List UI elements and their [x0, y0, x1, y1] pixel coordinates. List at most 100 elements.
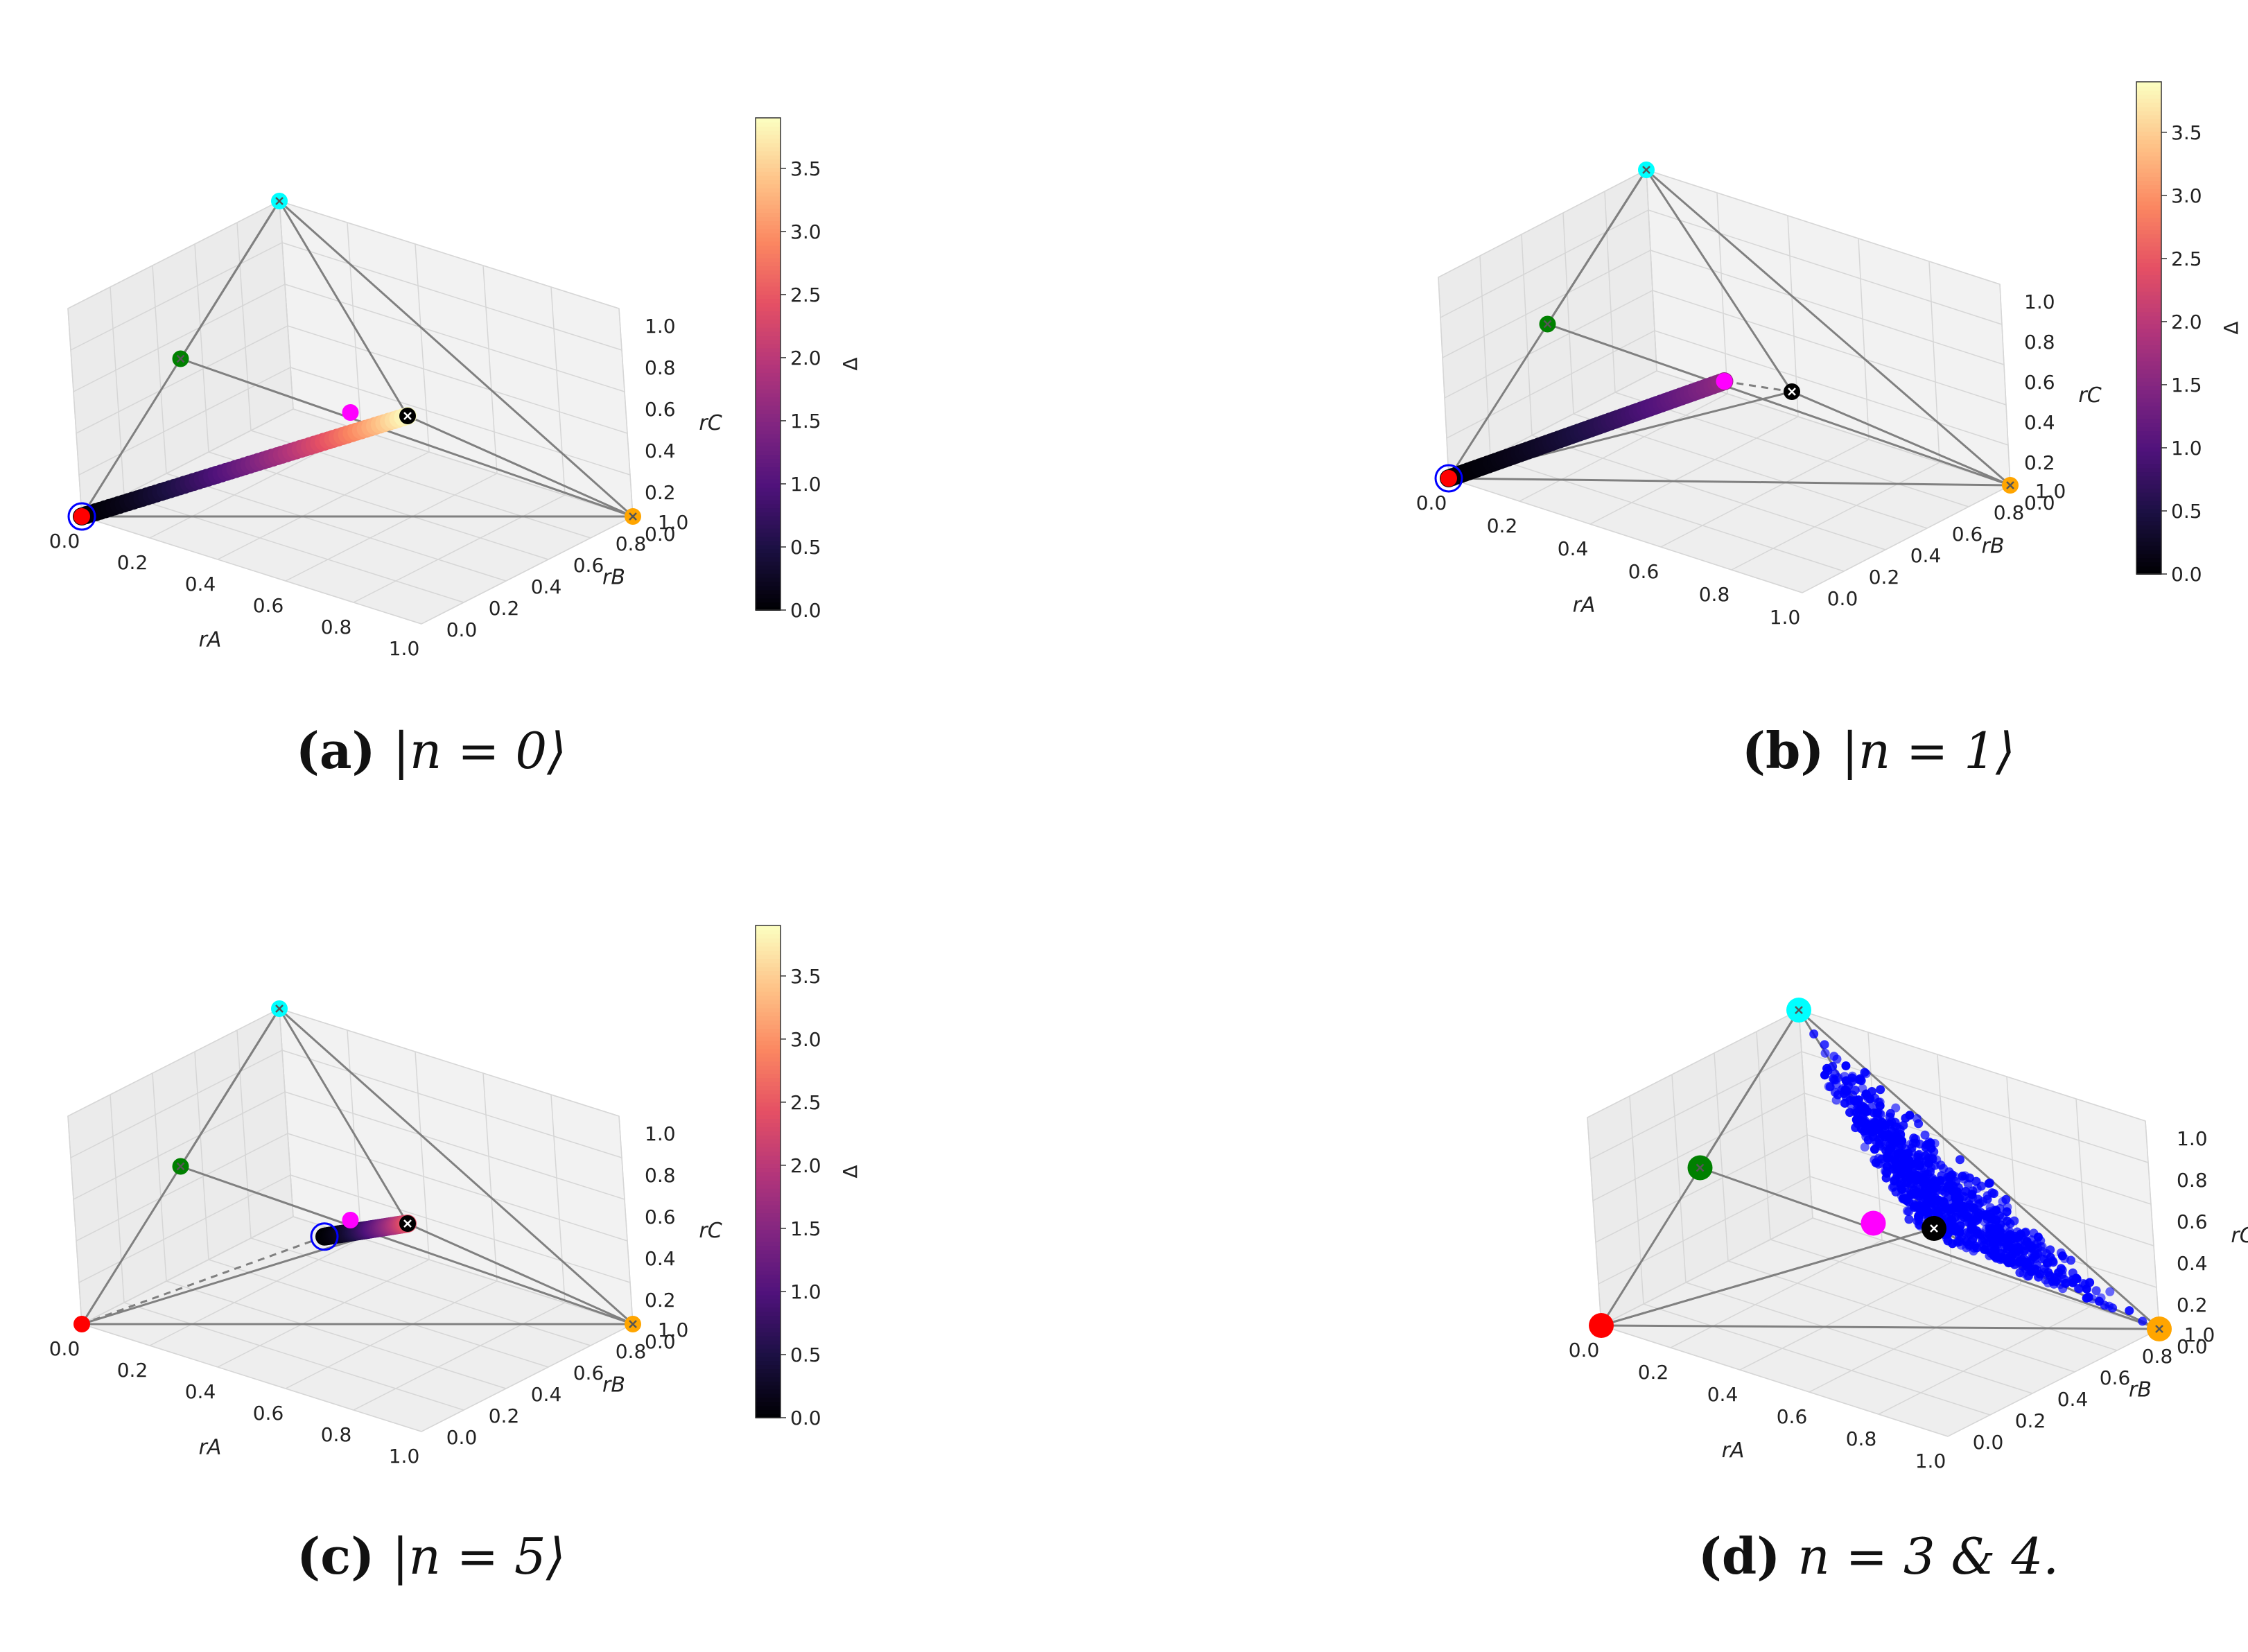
colorbar-label: Δ [839, 357, 862, 370]
y-tick-label: 0.0 [446, 618, 478, 641]
colorbar-band [756, 1282, 781, 1287]
scatter-point [1986, 1249, 1996, 1258]
colorbar-band [756, 384, 781, 390]
vertex-marker-icon [275, 197, 284, 205]
colorbar-tick-label: 3.5 [790, 965, 821, 988]
caption-text: (b) |n = 1⟩ [1742, 721, 2015, 780]
colorbar-band [2136, 98, 2161, 103]
colorbar-band [756, 380, 781, 385]
colorbar-band [756, 1155, 781, 1160]
grid [1438, 169, 2011, 593]
y-tick-label: 0.6 [573, 554, 604, 577]
colorbar-band [756, 487, 781, 492]
colorbar-band [2136, 262, 2161, 268]
colorbar-tick-label: 3.0 [790, 1028, 821, 1051]
colorbar-band [2136, 286, 2161, 292]
scatter-point [1845, 1108, 1855, 1118]
colorbar-band [756, 1048, 781, 1054]
colorbar-band [756, 925, 781, 930]
colorbar-band [2136, 172, 2161, 177]
z-tick-label: 0.0 [2024, 492, 2055, 514]
colorbar-band [756, 561, 781, 566]
colorbar: 0.0 0.5 1.0 1.5 2.0 2.5 3.0 3.5 Δ [2136, 81, 2242, 586]
colorbar-band [2136, 525, 2161, 530]
colorbar-band [756, 306, 781, 312]
colorbar-band [756, 1360, 781, 1366]
z-tick-label: 0.8 [645, 1164, 676, 1187]
vertex-red [1440, 470, 1457, 487]
z-tick-label: 0.0 [645, 523, 676, 546]
scatter-point [1882, 1168, 1892, 1178]
z-tick-label: 1.0 [2024, 290, 2055, 313]
scatter-point [1936, 1160, 1946, 1170]
colorbar-band [756, 302, 781, 308]
scatter-point [2057, 1265, 2067, 1275]
colorbar-band [756, 1093, 781, 1099]
edge-red-orange [1601, 1324, 2160, 1330]
scatter-point [1921, 1201, 1931, 1210]
scatter-point [2091, 1286, 2101, 1296]
colorbar-band [2136, 270, 2161, 276]
colorbar-band [2136, 570, 2161, 575]
colorbar-band [2136, 134, 2161, 140]
y-axis-label: rB [602, 1373, 625, 1398]
colorbar-band [756, 421, 781, 426]
z-tick-label: 1.0 [645, 315, 676, 338]
colorbar-band [756, 322, 781, 328]
colorbar-band [2136, 245, 2161, 251]
scatter-point [2084, 1292, 2093, 1302]
scatter-point [1861, 1069, 1871, 1079]
colorbar-band [756, 1159, 781, 1165]
panel-d: 0.0 0.0 0.0 0.2 0.2 0.2 0.4 0.4 0.4 0.6 0.6 0.6 0.8 0… [1569, 998, 2248, 1585]
caption-d: (d) n = 3 & 4. [1698, 1527, 2059, 1585]
colorbar-band [756, 1228, 781, 1234]
scatter-point [2027, 1242, 2037, 1251]
colorbar-band [756, 1273, 781, 1279]
scatter-point [2003, 1237, 2012, 1246]
z-tick-label: 0.0 [645, 1330, 676, 1353]
colorbar-band [756, 933, 781, 939]
scatter-point [1962, 1212, 1971, 1221]
colorbar-band [2136, 303, 2161, 308]
colorbar-band [756, 564, 781, 570]
colorbar-band [2136, 459, 2161, 464]
colorbar-band [2136, 176, 2161, 181]
colorbar-band [2136, 315, 2161, 321]
scatter-point [2094, 1296, 2104, 1306]
x-axis-label: rA [1573, 593, 1596, 618]
colorbar-band [756, 433, 781, 439]
state-ring [1434, 464, 1463, 493]
y-axis-label: rB [602, 566, 625, 590]
scatter-point [2005, 1227, 2014, 1237]
scatter-point [1902, 1206, 1912, 1216]
colorbar-band [756, 557, 781, 562]
scatter-point [1924, 1158, 1934, 1168]
y-tick-label: 0.0 [446, 1426, 478, 1449]
x-tick-label: 1.0 [1915, 1450, 1946, 1472]
colorbar-band [2136, 106, 2161, 112]
colorbar-band [756, 183, 781, 189]
colorbar-tick-label: 2.5 [790, 284, 821, 306]
colorbar-band [2136, 114, 2161, 120]
colorbar-band [2136, 192, 2161, 198]
colorbar-band [756, 290, 781, 295]
colorbar-band [756, 118, 781, 123]
colorbar-band [756, 1352, 781, 1357]
x-tick-label: 0.8 [321, 1423, 352, 1446]
y-tick-label: 0.4 [531, 1383, 562, 1406]
scatter-point [1865, 1094, 1875, 1104]
scatter-point [1860, 1142, 1870, 1152]
colorbar-band [756, 991, 781, 996]
colorbar-band [2136, 385, 2161, 390]
colorbar-band [756, 474, 781, 480]
y-tick-label: 1.0 [2184, 1323, 2215, 1346]
colorbar-band [756, 1212, 781, 1218]
colorbar-band [756, 1138, 781, 1144]
colorbar-band [756, 356, 781, 361]
edge-cyan-green [180, 200, 281, 360]
colorbar-band [756, 1110, 781, 1115]
colorbar-band [2136, 512, 2161, 518]
colorbar-band [756, 540, 781, 546]
y-tick-label: 0.2 [1869, 566, 1900, 589]
